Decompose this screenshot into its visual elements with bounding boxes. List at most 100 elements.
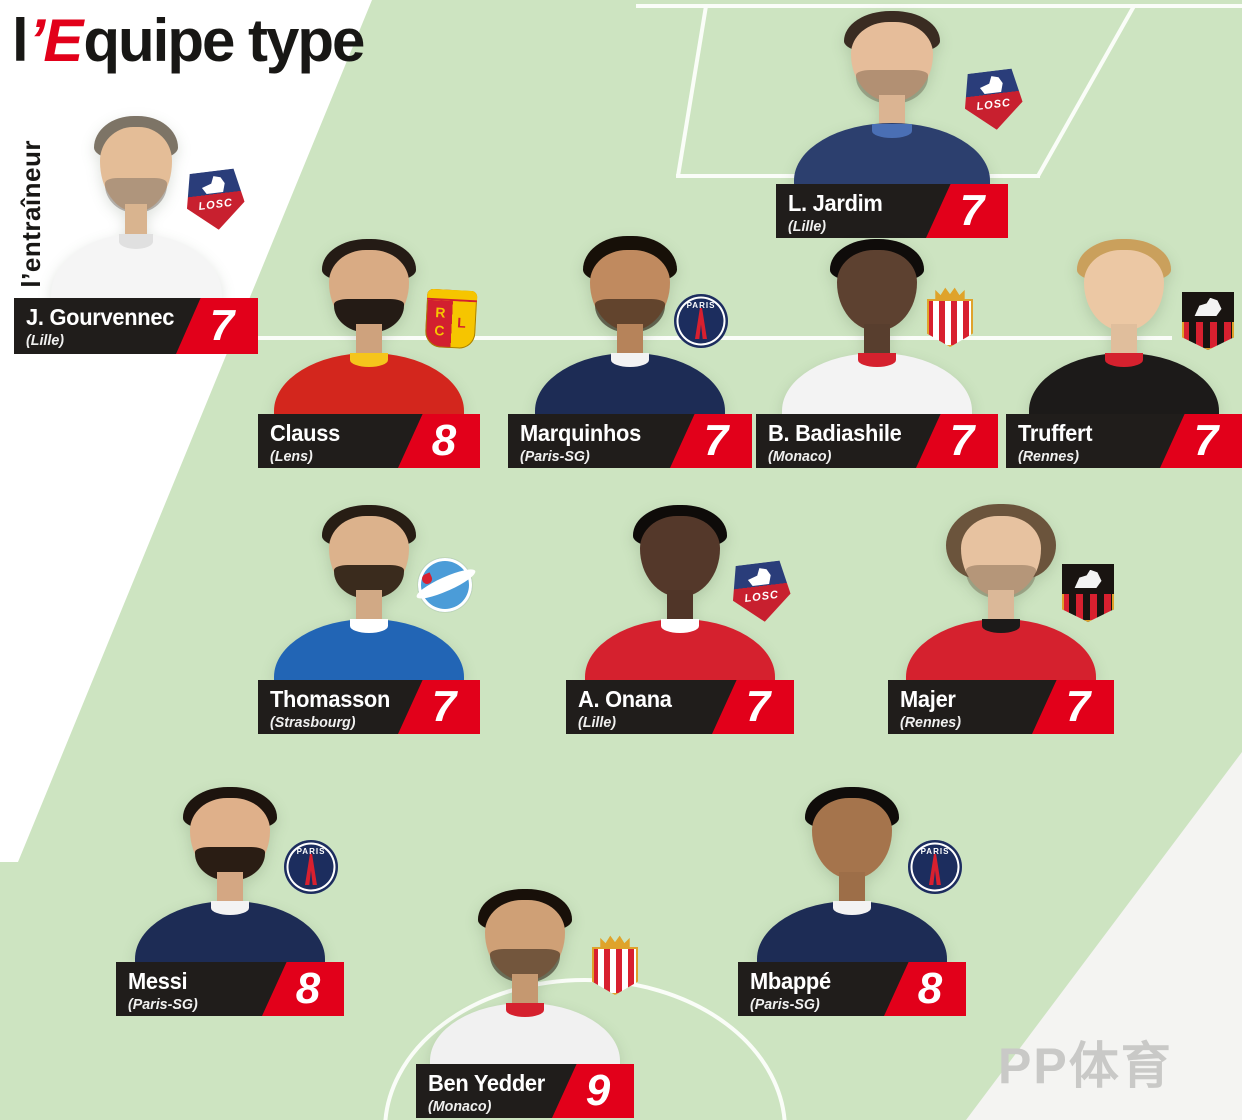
dog-icon [747, 567, 772, 587]
player-photo [263, 234, 475, 414]
player-club: (Lens) [270, 448, 313, 465]
collar [857, 352, 897, 368]
title-accent-e: ’E [28, 7, 84, 74]
monaco-badge-icon [592, 934, 638, 996]
rennes-badge-icon [1062, 564, 1114, 622]
coach-name: J. Gourvennec [26, 304, 175, 330]
neck [124, 204, 148, 244]
face [960, 516, 1042, 598]
rating-value: 7 [916, 414, 998, 468]
player-club: (Monaco) [428, 1098, 492, 1115]
rating-bar: J. Gourvennec (Lille) 7 [14, 298, 258, 354]
player-photo [263, 500, 475, 680]
badge-band [426, 288, 478, 303]
player-club: (Monaco) [768, 448, 832, 465]
title-rest: quipe type [83, 7, 365, 74]
player-photo [746, 782, 958, 962]
rating-value: 8 [884, 962, 966, 1016]
rating-value: 7 [1160, 414, 1242, 468]
player-name: B. Badiashile [768, 420, 902, 446]
rennes-badge-icon [1182, 292, 1234, 350]
player-name: Truffert [1018, 420, 1093, 446]
card-benyedder: Ben Yedder (Monaco) 9 [416, 884, 638, 1118]
crown-icon [600, 935, 630, 948]
psg-badge-icon: PARIS [908, 840, 962, 894]
rating-value: 7 [398, 680, 480, 734]
card-onana: LOSC A. Onana (Lille) 7 [566, 500, 794, 734]
player-club: (Lille) [578, 714, 616, 731]
player-club: (Strasbourg) [270, 714, 356, 731]
eiffel-tower-icon [928, 854, 942, 886]
card-marquinhos: PARIS Marquinhos (Paris-SG) 7 [508, 234, 752, 468]
rating-value: 7 [670, 414, 752, 468]
rating-value: 7 [712, 680, 794, 734]
card-coach: LOSC J. Gourvennec (Lille) 7 [14, 110, 258, 354]
rating-bar: Thomasson (Strasbourg) 7 [258, 680, 480, 734]
card-jardim: LOSC L. Jardim (Lille) 7 [776, 6, 1008, 238]
card-truffert: Truffert (Rennes) 7 [1006, 234, 1242, 468]
rating-bar: Marquinhos (Paris-SG) 7 [508, 414, 752, 468]
monaco-shield [927, 299, 973, 347]
player-photo [783, 6, 1001, 184]
monaco-badge-icon [927, 286, 973, 348]
rating-bar: Clauss (Lens) 8 [258, 414, 480, 468]
psg-badge-text: PARIS [686, 301, 716, 310]
rating-value: 7 [176, 298, 258, 354]
collar [610, 352, 650, 368]
card-mbappe: PARIS Mbappé (Paris-SG) 8 [738, 782, 966, 1016]
rating-bar: Majer (Rennes) 7 [888, 680, 1114, 734]
player-photo [771, 234, 983, 414]
rating-bar: B. Badiashile (Monaco) 7 [756, 414, 998, 468]
lens-badge-text: L [456, 314, 467, 331]
face [99, 126, 173, 212]
player-name: Mbappé [750, 968, 831, 994]
monaco-shield [592, 947, 638, 995]
collar [872, 123, 912, 138]
collar [349, 352, 389, 368]
player-club: (Lille) [788, 218, 826, 235]
page-title: l’Equipe type [12, 6, 365, 75]
card-thomasson: Thomasson (Strasbourg) 7 [258, 500, 480, 734]
eiffel-tower-icon [694, 308, 708, 340]
player-photo [574, 500, 786, 680]
collar [210, 900, 250, 916]
face [850, 22, 934, 103]
title-prefix: l [12, 7, 29, 74]
card-messi: PARIS Messi (Paris-SG) 8 [116, 782, 344, 1016]
player-name: Messi [128, 968, 188, 994]
player-name: L. Jardim [788, 190, 883, 216]
player-photo [524, 234, 736, 414]
swirl-icon [413, 565, 478, 604]
collar [660, 618, 700, 634]
coach-club: (Lille) [26, 332, 64, 349]
pp-sports-watermark: PP体育 [998, 1038, 1173, 1094]
rating-bar: Mbappé (Paris-SG) 8 [738, 962, 966, 1016]
rating-bar: Messi (Paris-SG) 8 [116, 962, 344, 1016]
player-name: Ben Yedder [428, 1070, 545, 1096]
face [1083, 250, 1165, 332]
rating-bar: A. Onana (Lille) 7 [566, 680, 794, 734]
rating-bar: L. Jardim (Lille) 7 [776, 184, 1008, 238]
player-name: A. Onana [578, 686, 672, 712]
player-name: Majer [900, 686, 956, 712]
rating-bar: Ben Yedder (Monaco) 9 [416, 1064, 634, 1118]
player-club: (Paris-SG) [520, 448, 590, 465]
rating-value: 7 [926, 184, 1008, 238]
psg-badge-text: PARIS [296, 847, 326, 856]
card-majer: Majer (Rennes) 7 [888, 500, 1114, 734]
player-club: (Rennes) [1018, 448, 1079, 465]
dog-icon [979, 75, 1004, 95]
rating-value: 8 [398, 414, 480, 468]
face [639, 516, 721, 598]
collar [981, 618, 1021, 634]
card-badiashile: B. Badiashile (Monaco) 7 [756, 234, 998, 468]
player-name: Thomasson [270, 686, 391, 712]
strasbourg-badge-icon [413, 558, 478, 612]
losc-badge-text: LOSC [197, 196, 234, 214]
player-club: (Rennes) [900, 714, 961, 731]
rating-value: 7 [1032, 680, 1114, 734]
rating-value: 9 [552, 1064, 634, 1118]
psg-badge-icon: PARIS [284, 840, 338, 894]
lens-badge-text: C [433, 322, 445, 339]
dog-icon [201, 175, 226, 195]
